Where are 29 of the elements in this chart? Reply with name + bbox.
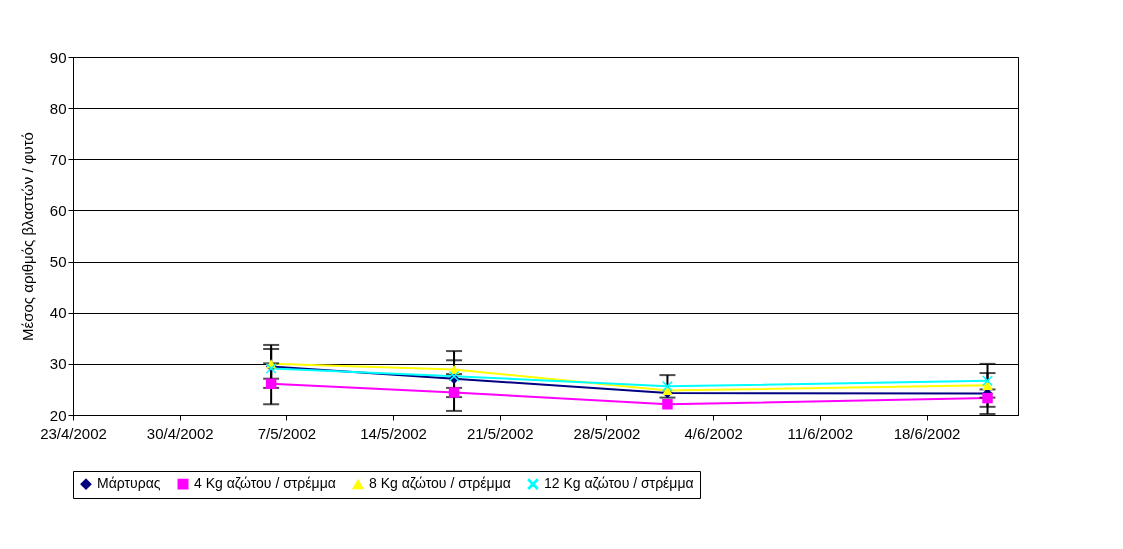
- y-tick-label: 80: [49, 99, 67, 117]
- x-tick-label: 7/5/2002: [257, 424, 317, 442]
- x-tick-label: 11/6/2002: [787, 424, 854, 442]
- y-tick-label: 90: [49, 48, 67, 66]
- x-tick-label: 21/5/2002: [466, 424, 534, 442]
- point: [982, 392, 993, 404]
- point: [662, 399, 673, 410]
- point: [265, 378, 277, 390]
- point: [982, 375, 993, 386]
- x-tick-label: 30/4/2002: [146, 424, 214, 442]
- x-tick-label: 14/5/2002: [360, 424, 427, 442]
- legend-label: 8 Kg αζώτου / στρέμμα: [369, 475, 511, 492]
- y-tick-label: 60: [49, 201, 67, 219]
- legend-label: 4 Kg αζώτου / στρέμμα: [194, 475, 336, 492]
- x-tick-label: 28/5/2002: [573, 424, 641, 442]
- x-tick-label: 18/6/2002: [893, 424, 961, 442]
- y-tick-label: 70: [49, 150, 67, 168]
- point: [662, 381, 673, 392]
- y-tick-label: 30: [49, 355, 67, 373]
- legend-label: 12 Kg αζώτου / στρέμμα: [544, 475, 694, 492]
- y-tick-label: 20: [49, 406, 67, 424]
- y-tick-label: 40: [49, 304, 67, 322]
- x-tick-label: 4/6/2002: [684, 424, 743, 442]
- y-axis-title: Μέσος αριθμός βλαστών / φυτό: [18, 132, 36, 341]
- x-tick-label: 23/4/2002: [40, 424, 107, 442]
- point: [982, 380, 993, 390]
- y-tick-label: 50: [49, 253, 67, 271]
- point: [448, 387, 460, 398]
- legend-label: Μάρτυρας: [97, 475, 161, 492]
